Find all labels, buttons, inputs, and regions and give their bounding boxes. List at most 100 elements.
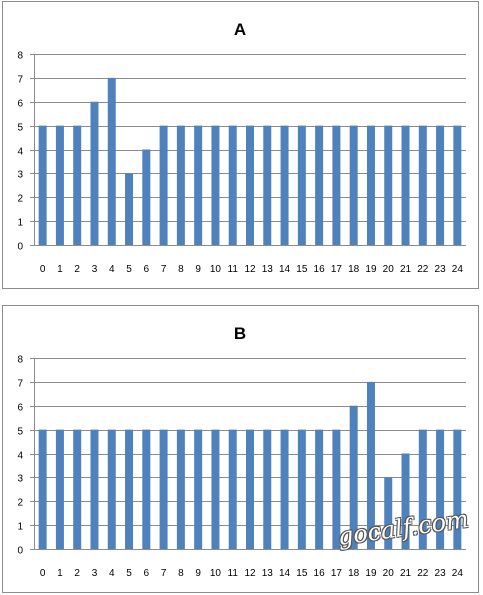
- bar-a-6: [142, 149, 151, 245]
- x-tick-label: 20: [383, 568, 395, 579]
- y-tick-label: 2: [17, 194, 23, 205]
- x-tick-label: 13: [262, 568, 274, 579]
- bar-a-20: [384, 125, 393, 245]
- y-tick-label: 6: [17, 99, 23, 110]
- bar-a-7: [159, 125, 168, 245]
- y-tick-label: 0: [17, 546, 23, 557]
- bar-b-6: [142, 429, 151, 549]
- y-tick-label: 0: [17, 242, 23, 253]
- x-tick-label: 3: [92, 568, 98, 579]
- x-tick-label: 14: [279, 264, 291, 275]
- x-tick-label: 10: [210, 568, 222, 579]
- bar-a-16: [315, 125, 324, 245]
- y-tick-label: 7: [17, 75, 23, 86]
- bar-a-3: [90, 101, 99, 245]
- x-tick-label: 4: [109, 264, 115, 275]
- x-tick-label: 5: [126, 568, 132, 579]
- y-tick-label: 2: [17, 498, 23, 509]
- y-tick-label: 4: [17, 147, 23, 158]
- bar-b-19: [366, 381, 375, 549]
- bar-b-9: [194, 429, 203, 549]
- bar-b-2: [73, 429, 82, 549]
- bar-a-13: [263, 125, 272, 245]
- x-tick-label: 14: [279, 568, 291, 579]
- x-tick-label: 6: [144, 264, 150, 275]
- bar-b-13: [263, 429, 272, 549]
- bar-a-23: [436, 125, 445, 245]
- bar-b-1: [55, 429, 64, 549]
- x-tick-label: 12: [244, 568, 256, 579]
- chart-title: A: [234, 20, 246, 39]
- bar-b-18: [349, 405, 358, 549]
- x-tick-label: 11: [228, 568, 239, 579]
- bar-b-14: [280, 429, 289, 549]
- bar-a-9: [194, 125, 203, 245]
- x-tick-label: 0: [40, 264, 46, 275]
- y-tick-label: 3: [17, 474, 23, 485]
- bar-b-23: [436, 429, 445, 549]
- x-tick-label: 7: [161, 568, 167, 579]
- bar-b-20: [384, 477, 393, 549]
- x-tick-label: 8: [178, 264, 184, 275]
- bar-a-2: [73, 125, 82, 245]
- y-tick-label: 8: [17, 355, 23, 366]
- x-tick-label: 8: [178, 568, 184, 579]
- bar-a-18: [349, 125, 358, 245]
- x-tick-label: 23: [435, 264, 447, 275]
- bar-b-15: [297, 429, 306, 549]
- bar-a-22: [418, 125, 427, 245]
- x-tick-label: 21: [400, 264, 412, 275]
- x-tick-label: 6: [144, 568, 150, 579]
- x-tick-label: 0: [40, 568, 46, 579]
- x-tick-label: 13: [262, 264, 274, 275]
- y-tick-label: 3: [17, 170, 23, 181]
- y-tick-label: 7: [17, 379, 23, 390]
- x-tick-label: 12: [244, 264, 256, 275]
- chart-title: B: [234, 324, 246, 343]
- bar-a-19: [366, 125, 375, 245]
- x-tick-label: 20: [383, 264, 395, 275]
- y-tick-label: 5: [17, 427, 23, 438]
- bar-a-12: [246, 125, 254, 245]
- bar-a-4: [107, 77, 116, 245]
- x-tick-label: 15: [296, 264, 308, 275]
- bar-b-24: [453, 429, 462, 549]
- bar-a-17: [332, 125, 341, 245]
- x-tick-label: 16: [314, 264, 326, 275]
- x-tick-label: 17: [331, 264, 343, 275]
- x-tick-label: 17: [331, 568, 343, 579]
- x-tick-label: 11: [228, 264, 239, 275]
- y-tick-label: 1: [17, 522, 23, 533]
- x-tick-label: 2: [74, 568, 80, 579]
- bar-a-21: [401, 125, 410, 245]
- bar-a-5: [125, 173, 134, 245]
- x-tick-label: 18: [348, 568, 360, 579]
- x-tick-label: 22: [417, 264, 429, 275]
- x-tick-label: 4: [109, 568, 115, 579]
- bar-a-24: [453, 125, 462, 245]
- x-tick-label: 1: [57, 264, 63, 275]
- x-tick-label: 9: [195, 264, 201, 275]
- bar-a-14: [280, 125, 289, 245]
- x-tick-label: 7: [161, 264, 167, 275]
- x-tick-label: 23: [435, 568, 447, 579]
- bar-b-8: [176, 429, 185, 549]
- bar-b-0: [38, 429, 47, 549]
- bar-a-10: [211, 125, 220, 245]
- y-tick-label: 6: [17, 403, 23, 414]
- bar-a-15: [297, 125, 306, 245]
- bar-b-21: [401, 453, 410, 549]
- bar-b-22: [418, 429, 427, 549]
- bar-a-0: [38, 125, 47, 245]
- x-tick-label: 18: [348, 264, 360, 275]
- y-tick-label: 4: [17, 451, 23, 462]
- bar-a-8: [176, 125, 185, 245]
- bar-b-12: [246, 429, 254, 549]
- x-tick-label: 10: [210, 264, 222, 275]
- x-tick-label: 19: [365, 568, 377, 579]
- x-tick-label: 15: [296, 568, 308, 579]
- bar-b-17: [332, 429, 341, 549]
- y-tick-label: 8: [17, 51, 23, 62]
- x-tick-label: 21: [400, 568, 412, 579]
